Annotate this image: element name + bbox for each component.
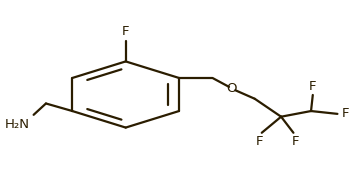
Text: O: O [227, 82, 237, 95]
Text: F: F [309, 80, 316, 93]
Text: F: F [291, 135, 299, 148]
Text: F: F [122, 25, 130, 38]
Text: F: F [342, 107, 349, 120]
Text: F: F [256, 135, 264, 148]
Text: H₂N: H₂N [5, 118, 30, 131]
